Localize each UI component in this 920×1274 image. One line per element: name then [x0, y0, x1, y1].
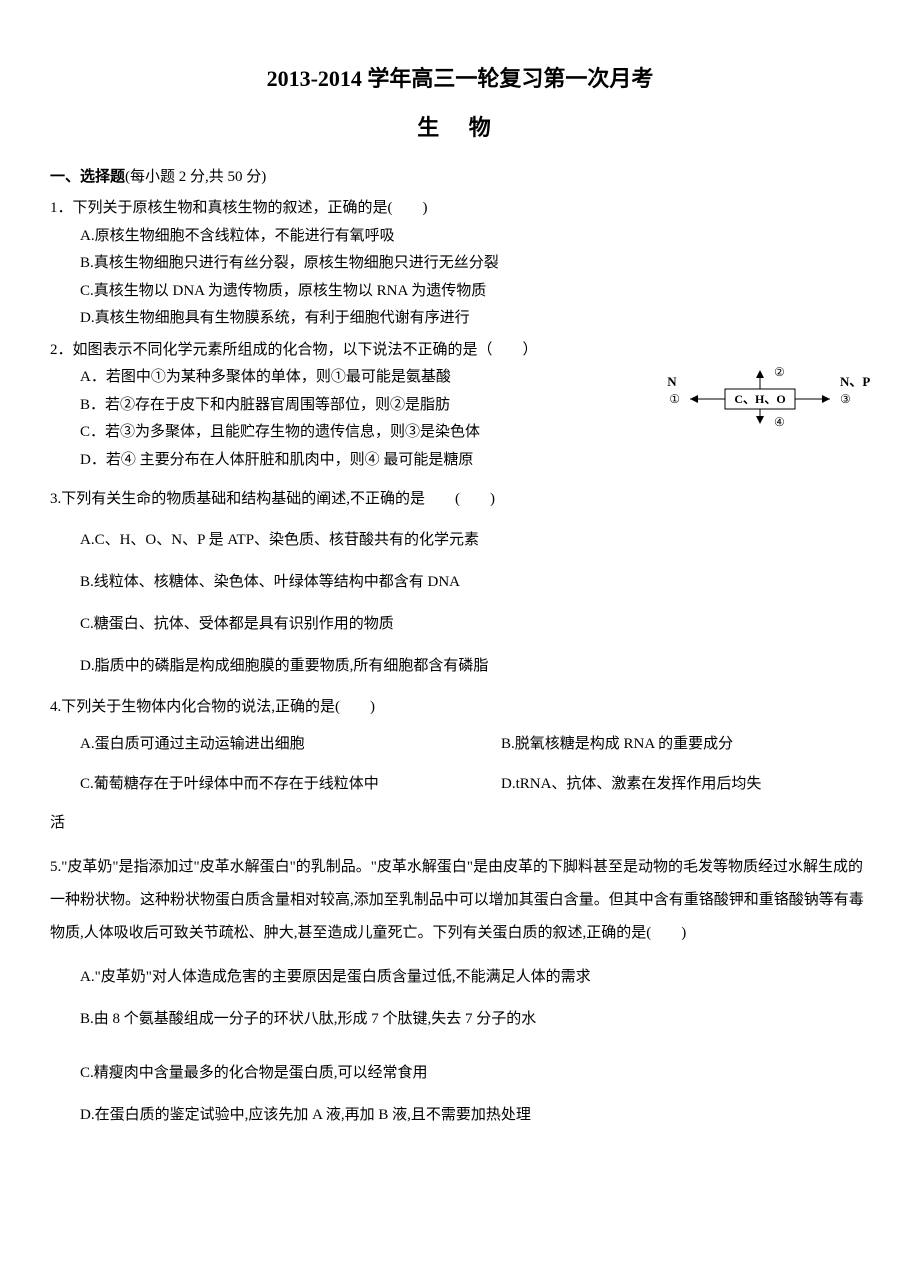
- q3-stem: 3.下列有关生命的物质基础和结构基础的阐述,不正确的是 ( ): [50, 487, 870, 513]
- q4-option-d: D.tRNA、抗体、激素在发挥作用后均失: [471, 772, 870, 798]
- q5-paragraph: 5."皮革奶"是指添加过"皮革水解蛋白"的乳制品。"皮革水解蛋白"是由皮革的下脚…: [50, 851, 870, 950]
- q3-option-b: B.线粒体、核糖体、染色体、叶绿体等结构中都含有 DNA: [50, 567, 870, 597]
- q2-option-d: D．若④ 主要分布在人体肝脏和肌肉中，则④ 最可能是糖原: [50, 448, 580, 474]
- diagram-right-label: N、P: [840, 374, 870, 389]
- diagram-n1: ①: [669, 392, 680, 406]
- q2-stem: 2．如图表示不同化学元素所组成的化合物，以下说法不正确的是（ ）: [50, 338, 870, 364]
- q4-stem: 4.下列关于生物体内化合物的说法,正确的是( ): [50, 695, 870, 721]
- q5-option-b: B.由 8 个氨基酸组成一分子的环状八肽,形成 7 个肽键,失去 7 分子的水: [50, 1004, 870, 1034]
- question-1: 1．下列关于原核生物和真核生物的叙述，正确的是( ) A.原核生物细胞不含线粒体…: [50, 196, 870, 332]
- q4-option-c: C.葡萄糖存在于叶绿体中而不存在于线粒体中: [50, 772, 471, 798]
- q3-option-c: C.糖蛋白、抗体、受体都是具有识别作用的物质: [50, 609, 870, 639]
- section-1-label: 一、选择题: [50, 169, 125, 185]
- q2-option-a: A．若图中①为某种多聚体的单体，则①最可能是氨基酸: [50, 365, 580, 391]
- q1-option-c: C.真核生物以 DNA 为遗传物质，原核生物以 RNA 为遗传物质: [50, 279, 870, 305]
- diagram-left-label: N: [667, 374, 677, 389]
- q1-stem: 1．下列关于原核生物和真核生物的叙述，正确的是( ): [50, 196, 870, 222]
- question-3: 3.下列有关生命的物质基础和结构基础的阐述,不正确的是 ( ) A.C、H、O、…: [50, 487, 870, 681]
- q2-option-b: B．若②存在于皮下和内脏器官周围等部位，则②是脂肪: [50, 393, 580, 419]
- q4-option-a: A.蛋白质可通过主动运输进出细胞: [50, 732, 471, 758]
- diagram-n4: ④: [774, 415, 785, 429]
- section-1-header: 一、选择题(每小题 2 分,共 50 分): [50, 165, 870, 191]
- question-2: 2．如图表示不同化学元素所组成的化合物，以下说法不正确的是（ ） A．若图中①为…: [50, 338, 870, 474]
- q4-option-b: B.脱氧核糖是构成 RNA 的重要成分: [471, 732, 870, 758]
- q1-option-b: B.真核生物细胞只进行有丝分裂，原核生物细胞只进行无丝分裂: [50, 251, 870, 277]
- exam-title: 2013-2014 学年高三一轮复习第一次月考: [50, 60, 870, 97]
- q2-diagram: C、H、O ① N ③ N、P ② ④: [650, 364, 870, 434]
- section-1-note: (每小题 2 分,共 50 分): [125, 169, 266, 185]
- diagram-center-text: C、H、O: [734, 392, 785, 406]
- q3-option-d: D.脂质中的磷脂是构成细胞膜的重要物质,所有细胞都含有磷脂: [50, 651, 870, 681]
- q5-option-a: A."皮革奶"对人体造成危害的主要原因是蛋白质含量过低,不能满足人体的需求: [50, 962, 870, 992]
- q1-option-d: D.真核生物细胞具有生物膜系统，有利于细胞代谢有序进行: [50, 306, 870, 332]
- diagram-n3: ③: [840, 392, 851, 406]
- q5-option-c: C.精瘦肉中含量最多的化合物是蛋白质,可以经常食用: [50, 1058, 870, 1088]
- q5-option-d: D.在蛋白质的鉴定试验中,应该先加 A 液,再加 B 液,且不需要加热处理: [50, 1100, 870, 1130]
- exam-subject: 生 物: [50, 109, 870, 146]
- q3-option-a: A.C、H、O、N、P 是 ATP、染色质、核苷酸共有的化学元素: [50, 525, 870, 555]
- q4-tail: 活: [50, 811, 870, 837]
- q2-option-c: C．若③为多聚体，且能贮存生物的遗传信息，则③是染色体: [50, 420, 580, 446]
- q1-option-a: A.原核生物细胞不含线粒体，不能进行有氧呼吸: [50, 224, 870, 250]
- diagram-n2: ②: [774, 365, 785, 379]
- question-5: 5."皮革奶"是指添加过"皮革水解蛋白"的乳制品。"皮革水解蛋白"是由皮革的下脚…: [50, 851, 870, 1130]
- question-4: 4.下列关于生物体内化合物的说法,正确的是( ) A.蛋白质可通过主动运输进出细…: [50, 695, 870, 837]
